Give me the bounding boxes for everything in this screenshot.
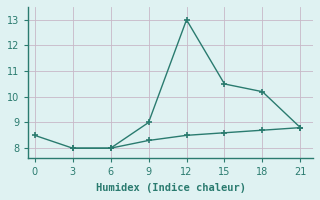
X-axis label: Humidex (Indice chaleur): Humidex (Indice chaleur) [96, 183, 246, 193]
